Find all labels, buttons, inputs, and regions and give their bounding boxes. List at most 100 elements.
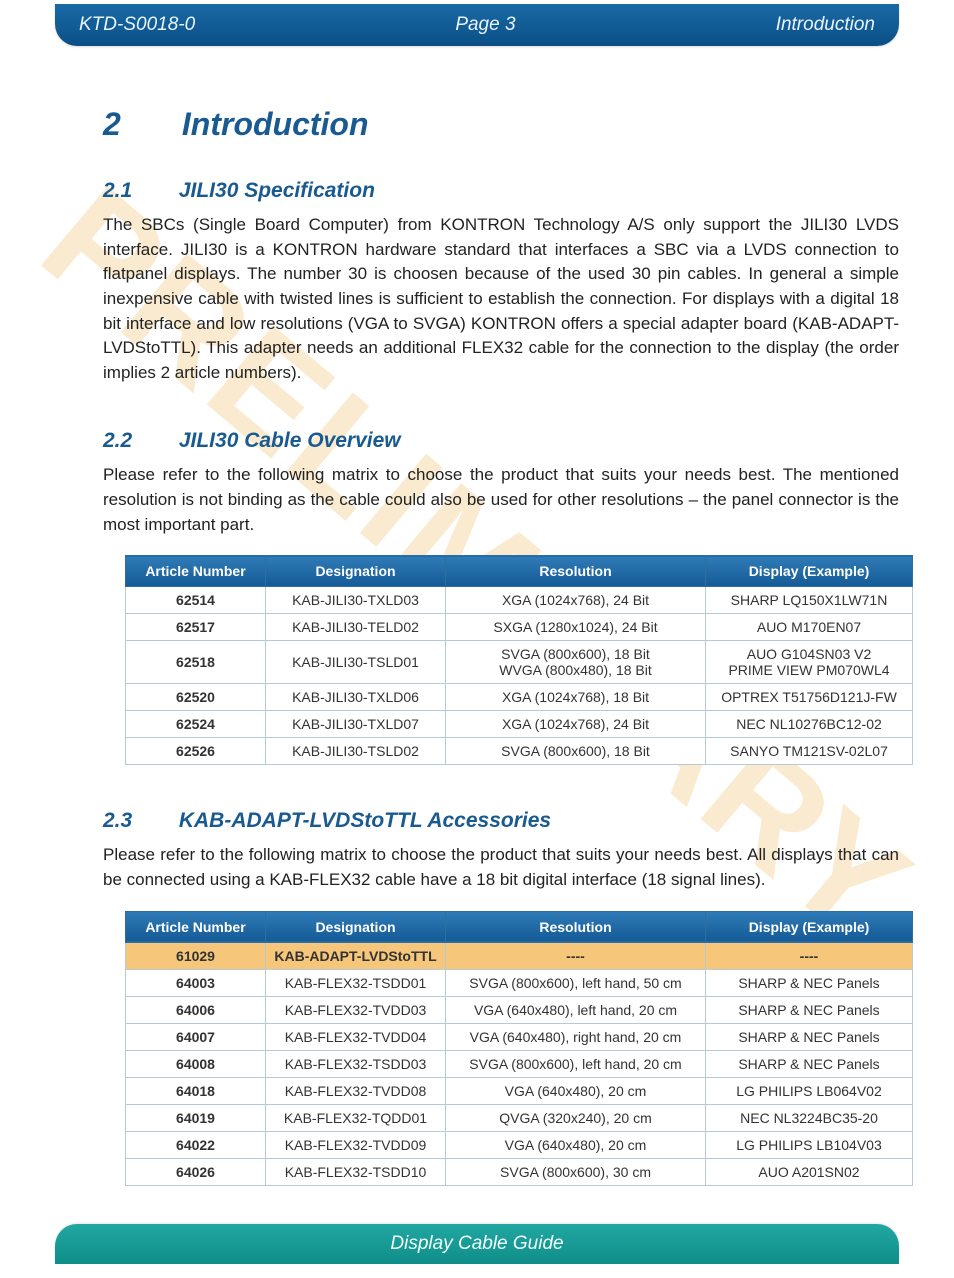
cell: 64006 (126, 996, 266, 1023)
cell: KAB-FLEX32-TVDD04 (266, 1023, 446, 1050)
cell: 62518 (126, 641, 266, 684)
cell: 62520 (126, 684, 266, 711)
table-row: 64022 KAB-FLEX32-TVDD09 VGA (640x480), 2… (126, 1131, 913, 1158)
heading-2-1-num: 2.1 (103, 179, 173, 203)
cell: OPTREX T51756D121J-FW (706, 684, 913, 711)
table-row: 62520 KAB-JILI30-TXLD06 XGA (1024x768), … (126, 684, 913, 711)
cell: LG PHILIPS LB104V03 (706, 1131, 913, 1158)
header-section: Introduction (776, 14, 875, 36)
header-page: Page 3 (455, 14, 515, 36)
table-row: 64019 KAB-FLEX32-TQDD01 QVGA (320x240), … (126, 1104, 913, 1131)
cell: VGA (640x480), right hand, 20 cm (446, 1023, 706, 1050)
header-bar: KTD-S0018-0 Page 3 Introduction (55, 4, 899, 46)
cell: VGA (640x480), 20 cm (446, 1077, 706, 1104)
cell: SVGA (800x600), left hand, 50 cm (446, 969, 706, 996)
heading-2-num: 2 (103, 106, 173, 143)
cell: SHARP & NEC Panels (706, 969, 913, 996)
cell: AUO A201SN02 (706, 1158, 913, 1185)
para-2-3: Please refer to the following matrix to … (103, 843, 899, 892)
cell: AUO M170EN07 (706, 614, 913, 641)
cell: KAB-JILI30-TSLD02 (266, 738, 446, 765)
cell: SVGA (800x600), 18 BitWVGA (800x480), 18… (446, 641, 706, 684)
cell: KAB-FLEX32-TSDD03 (266, 1050, 446, 1077)
cell: KAB-FLEX32-TSDD01 (266, 969, 446, 996)
table-row: 62526 KAB-JILI30-TSLD02 SVGA (800x600), … (126, 738, 913, 765)
cell: 62524 (126, 711, 266, 738)
cell: KAB-FLEX32-TVDD09 (266, 1131, 446, 1158)
cell: SHARP LQ150X1LW71N (706, 587, 913, 614)
cell: QVGA (320x240), 20 cm (446, 1104, 706, 1131)
table-row: 64003 KAB-FLEX32-TSDD01 SVGA (800x600), … (126, 969, 913, 996)
cell: SHARP & NEC Panels (706, 996, 913, 1023)
cell: KAB-JILI30-TSLD01 (266, 641, 446, 684)
heading-2: 2 Introduction (103, 106, 899, 143)
cell: 61029 (126, 942, 266, 969)
heading-2-title: Introduction (182, 106, 369, 142)
cell: KAB-FLEX32-TQDD01 (266, 1104, 446, 1131)
header-doc-id: KTD-S0018-0 (79, 14, 195, 36)
heading-2-1-title: JILI30 Specification (179, 179, 375, 202)
cell: KAB-FLEX32-TVDD08 (266, 1077, 446, 1104)
cell: 62514 (126, 587, 266, 614)
cell: XGA (1024x768), 18 Bit (446, 684, 706, 711)
cell: NEC NL3224BC35-20 (706, 1104, 913, 1131)
cell: VGA (640x480), 20 cm (446, 1131, 706, 1158)
table-row: 62517 KAB-JILI30-TELD02 SXGA (1280x1024)… (126, 614, 913, 641)
th-resolution: Resolution (446, 556, 706, 587)
th-resolution: Resolution (446, 911, 706, 942)
table-row: 64018 KAB-FLEX32-TVDD08 VGA (640x480), 2… (126, 1077, 913, 1104)
table-row: 62524 KAB-JILI30-TXLD07 XGA (1024x768), … (126, 711, 913, 738)
heading-2-1: 2.1 JILI30 Specification (103, 179, 899, 203)
cell: SVGA (800x600), 30 cm (446, 1158, 706, 1185)
para-2-2: Please refer to the following matrix to … (103, 463, 899, 537)
table-row: 61029 KAB-ADAPT-LVDStoTTL ---- ---- (126, 942, 913, 969)
th-article: Article Number (126, 556, 266, 587)
cell: ---- (706, 942, 913, 969)
heading-2-2-title: JILI30 Cable Overview (179, 429, 401, 452)
table-accessories: Article Number Designation Resolution Di… (125, 911, 913, 1186)
cell: 64019 (126, 1104, 266, 1131)
footer-title: Display Cable Guide (390, 1233, 563, 1255)
cell: SXGA (1280x1024), 24 Bit (446, 614, 706, 641)
th-article: Article Number (126, 911, 266, 942)
th-display: Display (Example) (706, 556, 913, 587)
cell: XGA (1024x768), 24 Bit (446, 587, 706, 614)
cell: 64007 (126, 1023, 266, 1050)
cell: 64018 (126, 1077, 266, 1104)
cell: LG PHILIPS LB064V02 (706, 1077, 913, 1104)
cell: SVGA (800x600), left hand, 20 cm (446, 1050, 706, 1077)
table-row: 62514 KAB-JILI30-TXLD03 XGA (1024x768), … (126, 587, 913, 614)
cell: NEC NL10276BC12-02 (706, 711, 913, 738)
cell: SHARP & NEC Panels (706, 1050, 913, 1077)
th-designation: Designation (266, 556, 446, 587)
cell: KAB-FLEX32-TVDD03 (266, 996, 446, 1023)
cell: 64003 (126, 969, 266, 996)
table-row: 64008 KAB-FLEX32-TSDD03 SVGA (800x600), … (126, 1050, 913, 1077)
cell: AUO G104SN03 V2PRIME VIEW PM070WL4 (706, 641, 913, 684)
th-display: Display (Example) (706, 911, 913, 942)
table-row: 64007 KAB-FLEX32-TVDD04 VGA (640x480), r… (126, 1023, 913, 1050)
cell: KAB-ADAPT-LVDStoTTL (266, 942, 446, 969)
cell: 62526 (126, 738, 266, 765)
heading-2-3-title: KAB-ADAPT-LVDStoTTL Accessories (179, 809, 551, 832)
cell: ---- (446, 942, 706, 969)
cell: SANYO TM121SV-02L07 (706, 738, 913, 765)
table-row: 64026 KAB-FLEX32-TSDD10 SVGA (800x600), … (126, 1158, 913, 1185)
footer-bar: Display Cable Guide (55, 1224, 899, 1264)
cell: XGA (1024x768), 24 Bit (446, 711, 706, 738)
cell: 64026 (126, 1158, 266, 1185)
heading-2-2: 2.2 JILI30 Cable Overview (103, 429, 899, 453)
cell: 62517 (126, 614, 266, 641)
cell: KAB-JILI30-TXLD03 (266, 587, 446, 614)
cell: SVGA (800x600), 18 Bit (446, 738, 706, 765)
para-2-1: The SBCs (Single Board Computer) from KO… (103, 213, 899, 385)
th-designation: Designation (266, 911, 446, 942)
cell: KAB-JILI30-TXLD07 (266, 711, 446, 738)
cell: 64022 (126, 1131, 266, 1158)
cell: 64008 (126, 1050, 266, 1077)
cell: VGA (640x480), left hand, 20 cm (446, 996, 706, 1023)
heading-2-2-num: 2.2 (103, 429, 173, 453)
table-row: 64006 KAB-FLEX32-TVDD03 VGA (640x480), l… (126, 996, 913, 1023)
cell: KAB-JILI30-TELD02 (266, 614, 446, 641)
cell: KAB-JILI30-TXLD06 (266, 684, 446, 711)
